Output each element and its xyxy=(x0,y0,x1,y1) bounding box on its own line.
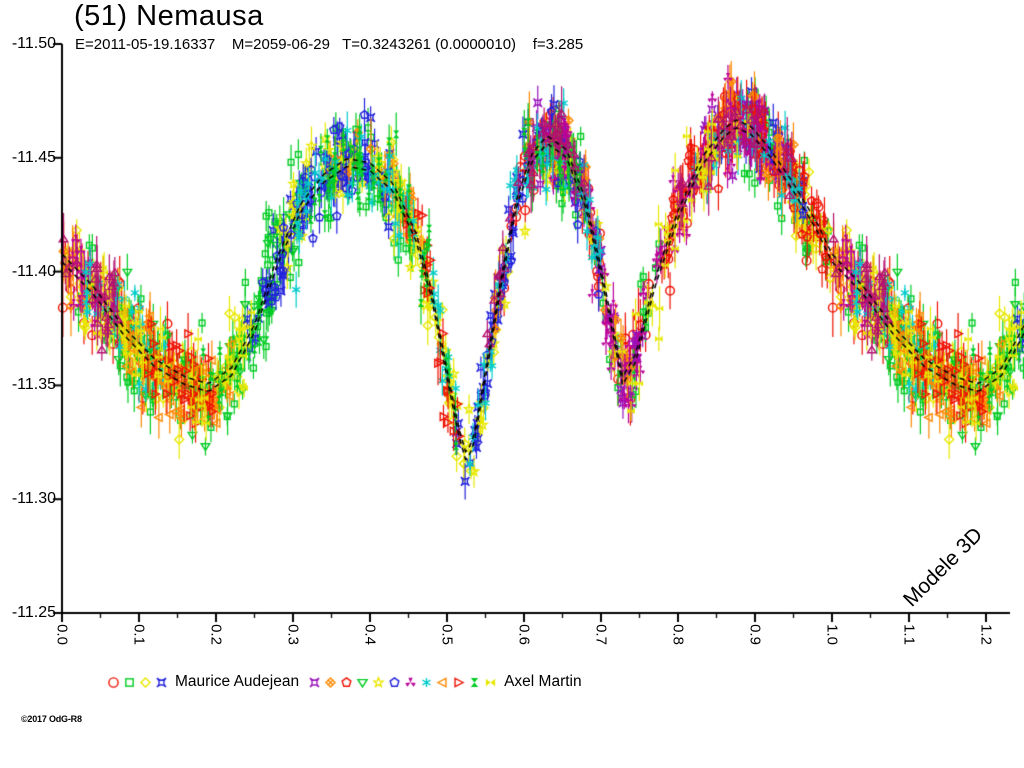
legend-symbol-circle-icon xyxy=(106,674,121,690)
legend-symbol-trileft-icon xyxy=(435,674,451,690)
legend-symbol-snowflake-icon xyxy=(419,674,435,690)
x-tick-label: 1.0 xyxy=(823,624,841,645)
copyright-note: ©2017 OdG-R8 xyxy=(21,714,82,724)
legend-symbol-diamondx-icon xyxy=(323,674,339,690)
legend-symbol-star5-icon xyxy=(371,674,387,690)
x-tick-label: 0.1 xyxy=(130,624,148,645)
y-tick-label: -11.40 xyxy=(11,262,56,280)
x-tick-label: 0.3 xyxy=(284,624,302,645)
legend-symbol-star4-icon xyxy=(307,674,323,690)
legend-symbol-vbowtie-icon xyxy=(467,674,483,690)
x-tick-label: 0.9 xyxy=(746,624,764,645)
y-tick-label: -11.30 xyxy=(11,490,56,508)
legend-symbol-pentagon-icon xyxy=(387,674,403,690)
x-tick-label: 0.6 xyxy=(515,624,533,645)
y-tick-label: -11.50 xyxy=(11,35,56,52)
legend-symbol-star4-icon xyxy=(154,674,169,690)
x-tick-label: 0.5 xyxy=(438,624,456,645)
x-tick-label: 1.2 xyxy=(977,624,995,645)
legend-observer-name: Axel Martin xyxy=(504,673,582,690)
x-tick-label: 0.4 xyxy=(361,624,379,645)
y-tick-label: -11.35 xyxy=(11,376,56,394)
legend-symbol-diamond-icon xyxy=(138,674,153,690)
x-tick-label: 0.7 xyxy=(592,624,610,645)
legend-observer-name: Maurice Audejean xyxy=(175,673,300,690)
x-tick-label: 0.2 xyxy=(207,624,225,645)
legend-symbol-nabla-icon xyxy=(355,674,371,690)
ephemeris-line: E=2011-05-19.16337 M=2059-06-29 T=0.3243… xyxy=(75,36,584,53)
y-tick-label: -11.45 xyxy=(11,148,56,166)
legend-symbol-hbowtie-icon xyxy=(483,674,499,690)
x-tick-label: 0.8 xyxy=(669,624,687,645)
legend: Maurice Audejean Axel Martin xyxy=(106,671,589,693)
legend-symbol-square-icon xyxy=(122,674,137,690)
legend-symbol-pentagon-icon xyxy=(339,674,355,690)
x-tick-label: 0.0 xyxy=(53,624,71,645)
x-tick-label: 1.1 xyxy=(900,624,918,645)
legend-symbol-fan3-icon xyxy=(403,674,419,690)
legend-symbol-triright-icon xyxy=(451,674,467,690)
page-title: (51) Nemausa xyxy=(74,0,264,32)
y-tick-label: -11.25 xyxy=(11,604,56,621)
